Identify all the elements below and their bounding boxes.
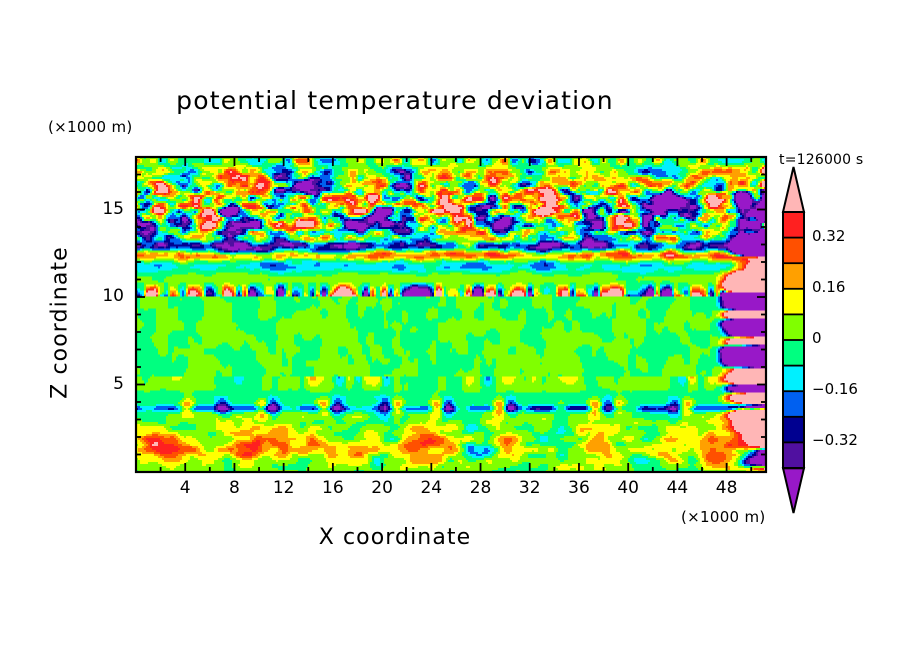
colorbar-tick-label: −0.16: [812, 380, 858, 399]
page-title: potential temperature deviation: [176, 86, 614, 115]
colorbar-tick-label: 0.16: [812, 277, 846, 296]
x-tick-label: 24: [420, 478, 443, 498]
x-tick-label: 28: [469, 478, 492, 498]
x-tick-label: 44: [666, 478, 689, 498]
x-tick-label: 8: [229, 478, 240, 498]
x-tick-label: 4: [179, 478, 191, 498]
time-annotation: t=126000 s: [779, 152, 864, 168]
x-tick-label: 40: [617, 478, 639, 498]
z-axis-unit-label: (×1000 m): [48, 118, 133, 136]
x-tick-label: 48: [715, 478, 738, 498]
colorbar-tick-label: 0.32: [812, 226, 846, 245]
x-axis-title: X coordinate: [318, 525, 472, 550]
colorbar-tick-label: −0.32: [812, 431, 858, 450]
x-tick-label: 36: [568, 478, 590, 498]
y-tick-label: 10: [102, 286, 124, 306]
x-tick-label: 12: [272, 478, 295, 498]
y-tick-label: 15: [102, 198, 124, 219]
y-tick-label: 5: [113, 373, 124, 394]
colorbar-tick-label: 0: [812, 329, 822, 347]
x-tick-label: 32: [518, 478, 541, 498]
x-tick-label: 16: [322, 478, 344, 498]
x-axis-unit-label: (×1000 m): [681, 508, 766, 526]
x-tick-label: 20: [371, 478, 393, 498]
